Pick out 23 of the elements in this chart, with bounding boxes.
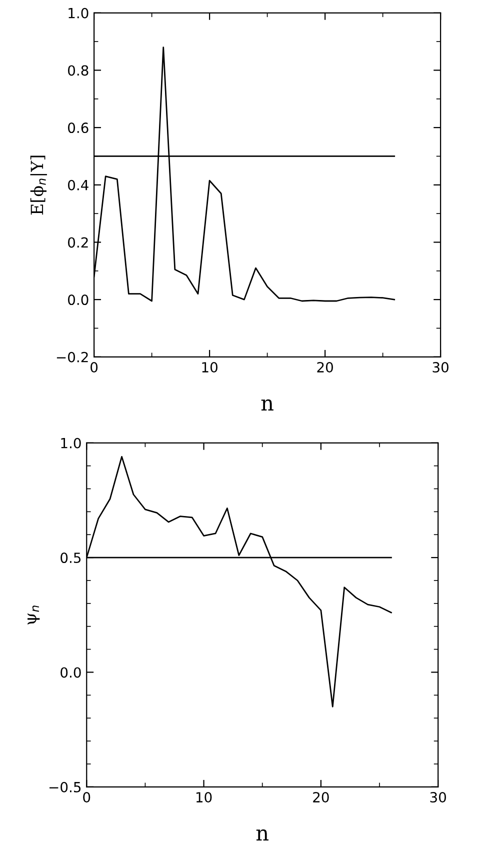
x-tick-label: 30: [432, 362, 448, 373]
y-axis-title: ψ$_{n}$: [28, 606, 40, 624]
y-tick-label: 1.0: [68, 8, 88, 18]
y-tick-label: 0.2: [68, 237, 88, 248]
y-tick-label: 0.4: [68, 180, 88, 190]
x-tick-label: 30: [430, 792, 446, 803]
y-tick-label: 0.0: [68, 294, 88, 306]
y-tick-label: −0.5: [50, 782, 81, 792]
y-tick-label: 0.0: [60, 667, 81, 678]
y-axis-title: E[ϕ$_{n}$|Y]: [30, 156, 47, 215]
x-tick-label: 10: [202, 362, 218, 373]
x-tick-label: 0: [90, 362, 98, 373]
x-tick-label: 20: [317, 362, 333, 373]
x-axis-title: n: [256, 829, 268, 840]
y-tick-label: −0.2: [56, 352, 88, 362]
x-tick-label: 20: [313, 792, 329, 803]
x-axis-title: n: [261, 399, 274, 410]
y-tick-label: 0.6: [68, 122, 88, 134]
x-tick-label: 10: [196, 792, 212, 803]
y-tick-label: 1.0: [61, 438, 81, 448]
y-tick-label: 0.5: [60, 552, 81, 564]
x-tick-label: 0: [83, 792, 90, 803]
y-tick-label: 0.8: [68, 65, 88, 76]
